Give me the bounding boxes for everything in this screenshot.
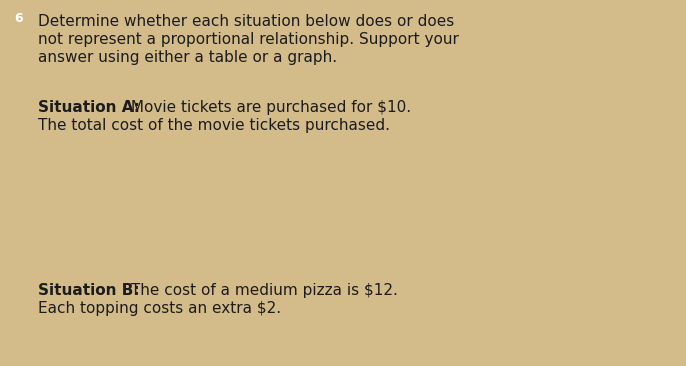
- Text: Situation B:: Situation B:: [38, 283, 140, 298]
- Text: Movie tickets are purchased for $10.: Movie tickets are purchased for $10.: [126, 100, 411, 115]
- Text: Situation A:: Situation A:: [38, 100, 140, 115]
- Text: answer using either a table or a graph.: answer using either a table or a graph.: [38, 50, 337, 65]
- Text: not represent a proportional relationship. Support your: not represent a proportional relationshi…: [38, 32, 459, 47]
- Text: Determine whether each situation below does or does: Determine whether each situation below d…: [38, 14, 454, 29]
- Text: The cost of a medium pizza is $12.: The cost of a medium pizza is $12.: [126, 283, 398, 298]
- Text: Each topping costs an extra $2.: Each topping costs an extra $2.: [38, 301, 281, 316]
- Text: 6: 6: [14, 12, 23, 26]
- Text: The total cost of the movie tickets purchased.: The total cost of the movie tickets purc…: [38, 118, 390, 133]
